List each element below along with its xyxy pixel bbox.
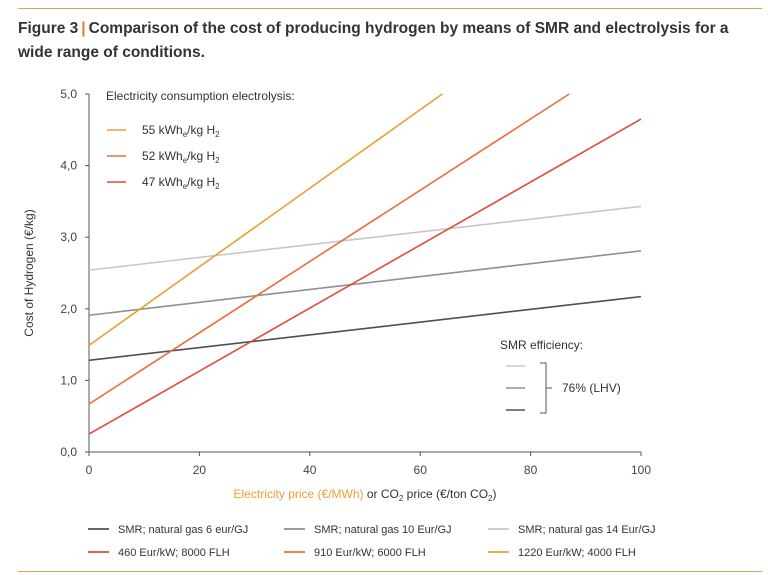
x-axis-label-sub: 2 [399,494,404,503]
inset-legend-label-sub1: e [183,156,188,165]
figure-label: Figure 3 [18,20,79,37]
inset-legend-label-mid: /kg H [187,123,215,137]
series-line [88,250,642,317]
smr-legend-title: SMR efficiency: [500,338,583,352]
smr-legend-value: 76% (LHV) [562,381,621,395]
series-line [88,205,642,271]
series-line [88,93,570,405]
top-rule [18,8,762,9]
x-axis-label-end: ) [492,487,496,501]
series-line [88,118,642,435]
y-tick-label: 2,0 [60,302,77,316]
inset-legend-label-sub2: 2 [215,156,220,165]
inset-legend-label-sub2: 2 [215,130,220,139]
inset-legend: Electricity consumption electrolysis: 55 … [106,89,295,191]
y-tick-label: 5,0 [60,87,77,101]
y-tick-label: 3,0 [60,230,77,244]
x-axis-label-electricity: Electricity price (€/MWh) [234,487,364,501]
bottom-legend-label: 910 Eur/kW; 6000 FLH [314,547,426,559]
inset-legend-label: 52 kWhe/kg H2 [142,149,220,165]
smr-legend-bracket [540,362,552,414]
inset-legend-label-main: 52 kWh [142,149,183,163]
inset-legend-label-sub1: e [183,130,188,139]
inset-legend-label-main: 55 kWh [142,123,183,137]
figure-title: Figure 3 | Comparison of the cost of produ… [18,17,762,65]
bottom-legend-label: 460 Eur/kW; 8000 FLH [118,547,230,559]
y-tick-label: 4,0 [60,159,77,173]
inset-legend-title: Electricity consumption electrolysis: [106,89,295,103]
x-tick-label: 0 [86,463,93,477]
inset-legend-label-mid: /kg H [187,149,215,163]
series-lines [88,93,642,435]
bottom-legend-label: SMR; natural gas 6 eur/GJ [118,524,248,536]
figure-title-text: Comparison of the cost of producing hydr… [18,20,729,61]
smr-efficiency-legend: SMR efficiency: 76% (LHV) [500,338,621,414]
inset-legend-label-main: 47 kWh [142,175,183,189]
x-axis-label-sub2: 2 [488,494,493,503]
figure-separator: | [81,20,86,37]
inset-legend-label-sub1: e [183,182,188,191]
x-tick-label: 80 [524,463,538,477]
bottom-legend-label: SMR; natural gas 14 Eur/GJ [518,524,656,536]
bottom-legend-label: SMR; natural gas 10 Eur/GJ [314,524,452,536]
x-tick-label: 20 [193,463,207,477]
inset-legend-label: 55 kWhe/kg H2 [142,123,220,139]
x-tick-label: 100 [631,463,651,477]
x-axis-label-or: or CO [364,487,399,501]
axes: 0,0 1,0 2,0 3,0 4,0 5,0 0 20 40 60 80 100 Cost of Hy… [22,87,651,503]
y-tick-label: 1,0 [60,373,77,387]
x-axis-label: Electricity price (€/MWh) or CO2 price (… [234,487,497,503]
y-axis-label: Cost of Hydrogen (€/kg) [22,209,36,336]
y-tick-label: 0,0 [60,445,77,459]
bottom-rule [18,571,762,572]
bottom-legend-label: 1220 Eur/kW; 4000 FLH [518,547,636,559]
inset-legend-label-sub2: 2 [215,182,220,191]
bottom-legend: SMR; natural gas 6 eur/GJ SMR; natural ga… [88,524,656,559]
inset-legend-label-mid: /kg H [187,175,215,189]
x-tick-label: 40 [303,463,317,477]
x-tick-label: 60 [414,463,428,477]
series-line [88,93,443,346]
inset-legend-label: 47 kWhe/kg H2 [142,175,220,191]
series-line [88,295,642,362]
x-axis-label-co2: price (€/ton CO [403,487,488,501]
